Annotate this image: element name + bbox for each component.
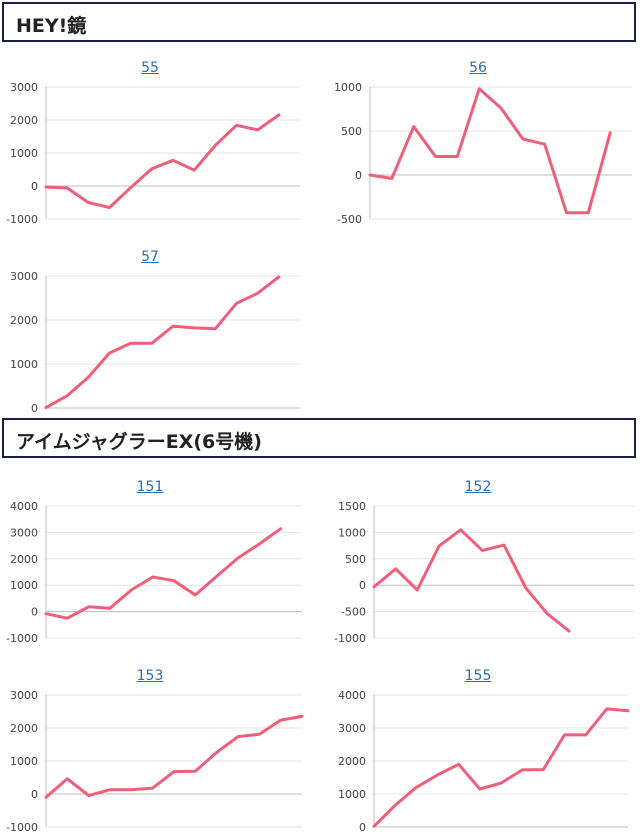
y-tick-label: 0 [31,180,38,193]
y-tick-label: 3000 [10,526,38,539]
y-tick-label: -1000 [6,821,38,834]
section-header-hey-kagami: HEY!鏡 [2,2,636,42]
chart-plot: 1000 500 0 -500 [334,81,632,226]
y-tick-label: 1500 [338,500,366,513]
y-tick-label: -1000 [334,632,366,645]
series-line [44,714,304,799]
section-title: アイムジャグラーEX(6号機) [16,431,262,453]
series-line [372,528,571,633]
y-tick-label: 4000 [338,689,366,702]
series-line [372,707,630,828]
chart-plot: 3000 2000 1000 0 -1000 [6,81,300,226]
y-tick-label: -1000 [6,213,38,226]
section-header-im-juggler: アイムジャグラーEX(6号機) [2,418,636,458]
y-tick-label: 1000 [338,788,366,801]
y-tick-label: 2000 [338,755,366,768]
y-tick-label: 2000 [10,722,38,735]
y-tick-label: 1000 [334,81,362,94]
series-line [44,527,283,620]
chart-title-link[interactable]: 152 [464,479,492,495]
y-tick-label: 1000 [10,579,38,592]
chart-plot: 1500 1000 500 0 -500 -1000 [334,500,634,645]
chart-plot: 3000 2000 1000 0 [10,270,300,415]
y-tick-label: -500 [341,606,366,619]
chart-plot: 4000 3000 2000 1000 0 [338,689,630,834]
y-tick-label: 2000 [10,553,38,566]
y-tick-label: 1000 [10,147,38,160]
y-tick-label: 1000 [338,526,366,539]
y-tick-label: 0 [31,402,38,415]
chart-title-link[interactable]: 57 [141,249,159,265]
chart-plot: 3000 2000 1000 0 -1000 [6,689,304,834]
chart-title-link[interactable]: 155 [464,668,492,684]
series-line [44,113,281,209]
y-tick-label: 2000 [10,314,38,327]
chart-title-link[interactable]: 153 [136,668,164,684]
chart-title-link[interactable]: 55 [141,60,159,76]
y-tick-label: 0 [355,169,362,182]
y-tick-label: 3000 [10,689,38,702]
chart-title-link[interactable]: 151 [136,479,164,495]
chart-title-link[interactable]: 56 [469,60,487,76]
y-tick-label: 500 [341,125,362,138]
series-line [368,87,612,215]
y-tick-label: 500 [345,553,366,566]
y-tick-label: 0 [359,821,366,834]
y-tick-label: 2000 [10,114,38,127]
section-title: HEY!鏡 [16,15,87,37]
series-line [44,275,281,410]
chart-plot: 4000 3000 2000 1000 0 -1000 [6,500,302,645]
y-tick-label: 0 [31,788,38,801]
y-tick-label: 0 [359,579,366,592]
y-tick-label: 3000 [10,81,38,94]
y-tick-label: 1000 [10,358,38,371]
y-tick-label: 3000 [10,270,38,283]
y-tick-label: -500 [337,213,362,226]
y-tick-label: 4000 [10,500,38,513]
y-tick-label: -1000 [6,632,38,645]
y-tick-label: 1000 [10,755,38,768]
y-tick-label: 3000 [338,722,366,735]
y-tick-label: 0 [31,606,38,619]
